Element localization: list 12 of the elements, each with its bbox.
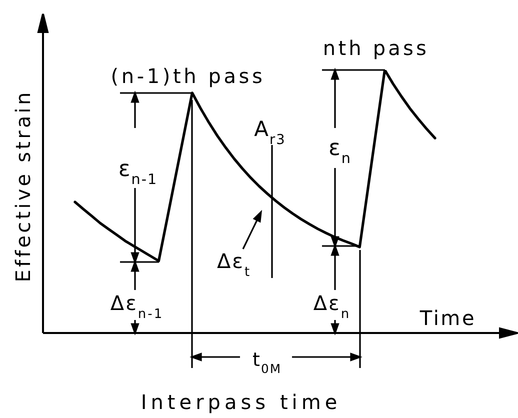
annotation: ε$_{n}$: [328, 136, 352, 167]
annotation: Δε$_{n-1}$: [110, 291, 164, 322]
text: Interpass time: [140, 390, 342, 414]
annotation: ε$_{n-1}$: [118, 157, 158, 188]
annotation: A$_{r3}$: [254, 117, 286, 148]
y-axis-title: Effective strain: [11, 90, 35, 282]
annotation: Δε$_{n}$: [313, 291, 351, 322]
annotation: Δε$_{t}$: [216, 249, 252, 280]
x-axis-title: Time: [418, 306, 476, 330]
text: t$_{0M}$: [252, 349, 282, 376]
annotation: (n-1)th pass: [110, 64, 266, 88]
text: nth pass: [322, 36, 430, 60]
